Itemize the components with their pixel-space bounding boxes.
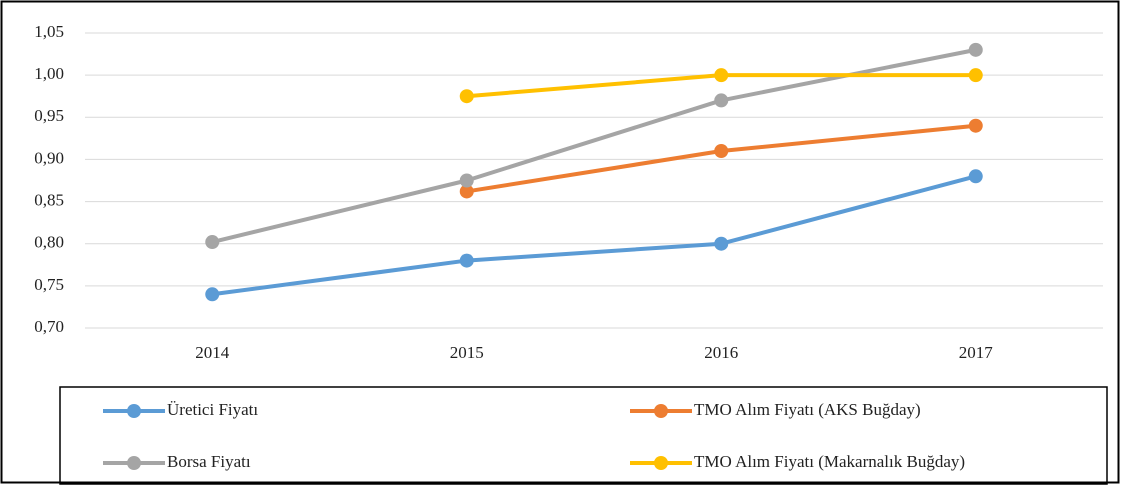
y-tick-label: 0,75	[34, 275, 64, 294]
legend-label: TMO Alım Fiyatı (Makarnalık Buğday)	[694, 452, 965, 471]
data-point	[205, 287, 220, 302]
y-tick-label: 0,95	[34, 106, 64, 125]
series-line	[211, 47, 977, 244]
x-tick-label: 2016	[704, 343, 738, 362]
series-line	[466, 123, 976, 194]
y-tick-label: 0,85	[34, 190, 64, 209]
data-point	[968, 169, 983, 184]
data-point	[968, 68, 983, 83]
y-tick-label: 1,05	[34, 22, 64, 41]
data-point	[205, 235, 220, 250]
legend-swatch-dot	[654, 456, 668, 470]
legend-swatch-dot	[127, 404, 141, 418]
data-point	[714, 236, 729, 251]
legend-swatch-dot	[127, 456, 141, 470]
legend-label: Borsa Fiyatı	[167, 452, 251, 471]
x-tick-label: 2014	[195, 343, 230, 362]
data-point	[459, 184, 474, 199]
data-point	[459, 253, 474, 268]
data-point	[459, 173, 474, 188]
data-point	[714, 93, 729, 108]
data-point	[459, 89, 474, 104]
y-tick-label: 0,80	[34, 233, 64, 252]
data-point	[968, 42, 983, 57]
x-tick-label: 2015	[450, 343, 484, 362]
y-tick-label: 0,70	[34, 317, 64, 336]
legend-label: TMO Alım Fiyatı (AKS Buğday)	[694, 400, 921, 419]
y-tick-label: 0,90	[34, 148, 64, 167]
x-tick-label: 2017	[959, 343, 994, 362]
series-line	[211, 174, 977, 297]
y-tick-label: 1,00	[34, 64, 64, 83]
legend-swatch-dot	[654, 404, 668, 418]
data-point	[968, 118, 983, 133]
legend-label: Üretici Fiyatı	[167, 400, 258, 419]
data-point	[714, 144, 729, 158]
legend-box	[59, 386, 1108, 485]
data-point	[714, 68, 729, 83]
